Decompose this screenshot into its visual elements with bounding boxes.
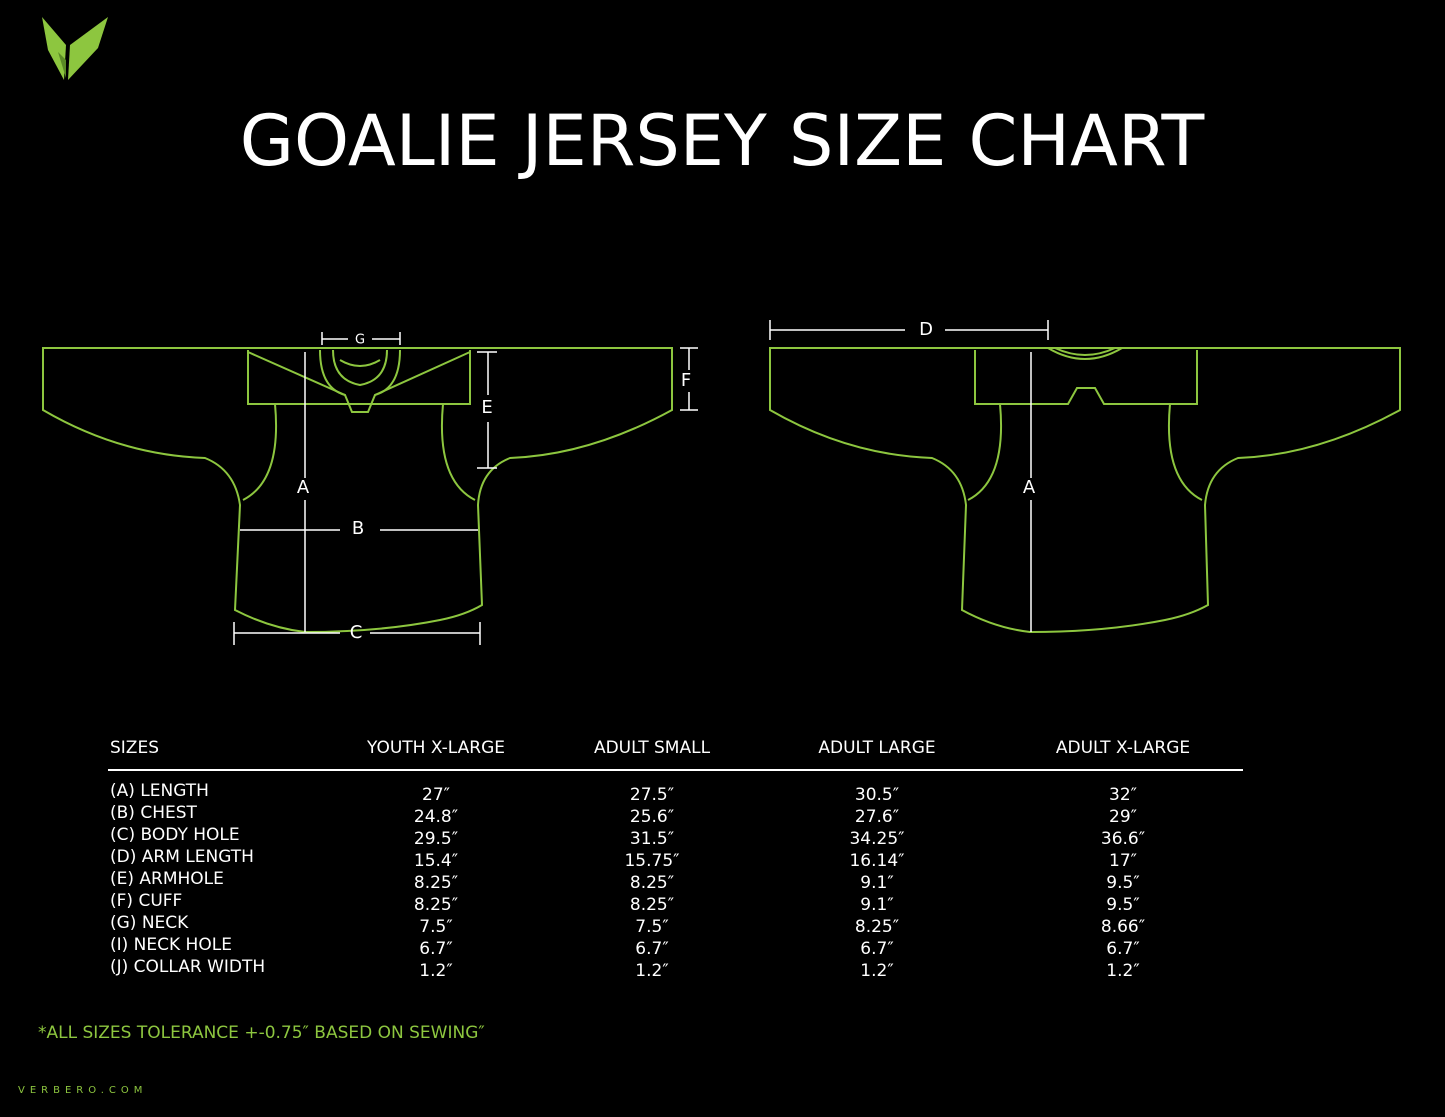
table-cell: 29.5″ bbox=[414, 829, 458, 849]
size-table: SIZES YOUTH X-LARGE ADULT SMALL ADULT LARGE… bbox=[108, 738, 1243, 981]
table-cell: 8.25″ bbox=[414, 873, 458, 893]
table-cell: 27.6″ bbox=[855, 807, 899, 827]
table-cell: 6.7″ bbox=[860, 939, 893, 959]
table-cell: 7.5″ bbox=[419, 917, 452, 937]
dim-label: E bbox=[481, 397, 492, 418]
row-label: (E) ARMHOLE bbox=[110, 869, 224, 889]
table-header: ADULT SMALL bbox=[594, 738, 711, 758]
row-label: (F) CUFF bbox=[110, 891, 182, 911]
table-cell: 24.8″ bbox=[414, 807, 458, 827]
table-cell: 25.6″ bbox=[630, 807, 674, 827]
title: GOALIE JERSEY SIZE CHART bbox=[240, 100, 1205, 182]
dim-label: B bbox=[352, 518, 364, 539]
dim-label: F bbox=[681, 370, 691, 391]
table-cell: 27.5″ bbox=[630, 785, 674, 805]
front-jersey: G E F A B C bbox=[42, 332, 698, 645]
table-cell: 7.5″ bbox=[635, 917, 668, 937]
dim-label: G bbox=[355, 333, 365, 348]
table-cell: 17″ bbox=[1109, 851, 1137, 871]
table-cell: 8.25″ bbox=[855, 917, 899, 937]
table-cell: 8.25″ bbox=[630, 895, 674, 915]
table-cell: 9.1″ bbox=[860, 895, 893, 915]
table-cell: 8.25″ bbox=[630, 873, 674, 893]
table-header: YOUTH X-LARGE bbox=[366, 738, 505, 758]
table-header: ADULT X-LARGE bbox=[1056, 738, 1190, 758]
table-cell: 27″ bbox=[422, 785, 450, 805]
back-jersey: D A bbox=[769, 319, 1401, 634]
dim-label: A bbox=[1023, 477, 1036, 498]
logo bbox=[42, 17, 108, 80]
table-header: SIZES bbox=[110, 738, 159, 758]
table-header: ADULT LARGE bbox=[818, 738, 935, 758]
row-label: (C) BODY HOLE bbox=[110, 825, 240, 845]
table-cell: 8.66″ bbox=[1101, 917, 1145, 937]
table-cell: 6.7″ bbox=[1106, 939, 1139, 959]
table-cell: 30.5″ bbox=[855, 785, 899, 805]
table-cell: 32″ bbox=[1109, 785, 1137, 805]
row-label: (B) CHEST bbox=[110, 803, 198, 823]
footer: VERBERO.COM bbox=[18, 1085, 147, 1096]
table-cell: 1.2″ bbox=[860, 961, 893, 981]
table-cell: 15.4″ bbox=[414, 851, 458, 871]
row-label: (A) LENGTH bbox=[110, 781, 209, 801]
row-label: (D) ARM LENGTH bbox=[110, 847, 254, 867]
dim-label: D bbox=[919, 319, 933, 340]
row-label: (J) COLLAR WIDTH bbox=[110, 957, 265, 977]
table-cell: 1.2″ bbox=[635, 961, 668, 981]
table-cell: 8.25″ bbox=[414, 895, 458, 915]
table-cell: 34.25″ bbox=[849, 829, 904, 849]
table-cell: 1.2″ bbox=[1106, 961, 1139, 981]
table-cell: 6.7″ bbox=[635, 939, 668, 959]
table-cell: 15.75″ bbox=[624, 851, 679, 871]
table-cell: 36.6″ bbox=[1101, 829, 1145, 849]
table-cell: 31.5″ bbox=[630, 829, 674, 849]
table-cell: 9.5″ bbox=[1106, 873, 1139, 893]
dim-label: A bbox=[297, 477, 310, 498]
table-cell: 1.2″ bbox=[419, 961, 452, 981]
table-cell: 6.7″ bbox=[419, 939, 452, 959]
dim-label: C bbox=[350, 622, 363, 643]
table-cell: 9.1″ bbox=[860, 873, 893, 893]
table-cell: 29″ bbox=[1109, 807, 1137, 827]
row-label: (G) NECK bbox=[110, 913, 189, 933]
note: *ALL SIZES TOLERANCE +-0.75″ BASED ON SE… bbox=[38, 1023, 485, 1043]
table-cell: 9.5″ bbox=[1106, 895, 1139, 915]
row-label: (I) NECK HOLE bbox=[110, 935, 232, 955]
table-cell: 16.14″ bbox=[849, 851, 904, 871]
